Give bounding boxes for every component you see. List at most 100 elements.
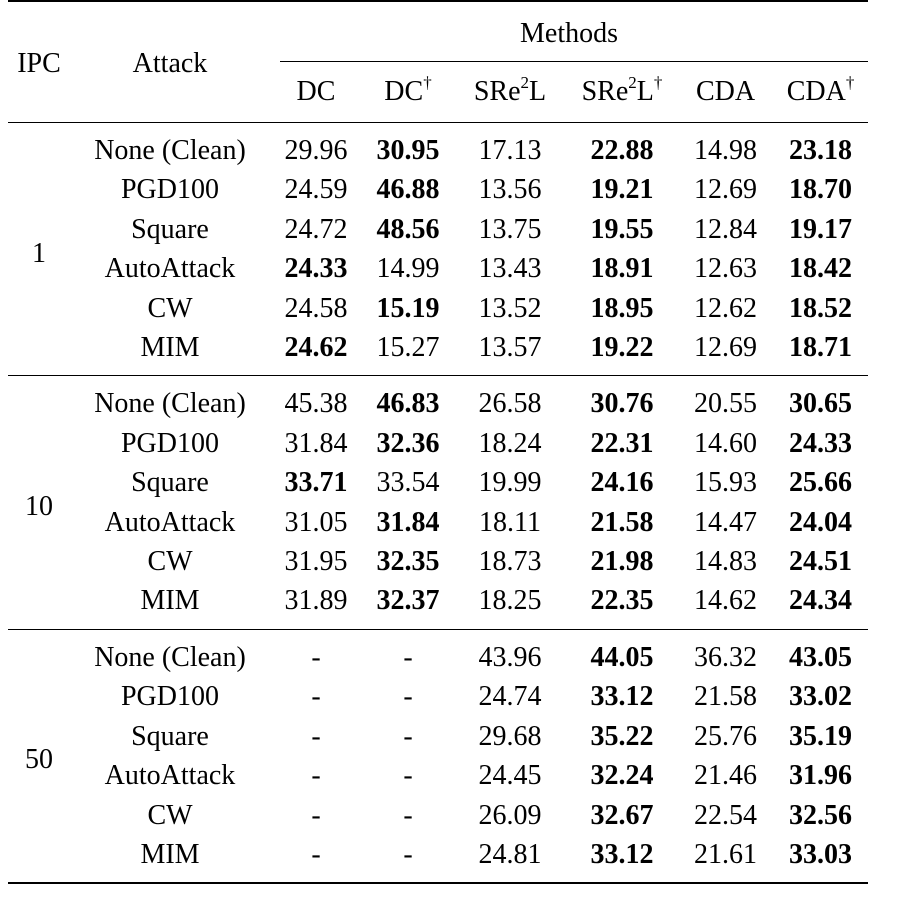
method-header-3: SRe2L†	[566, 62, 678, 123]
value-cell: 18.71	[789, 332, 852, 364]
value-cell: 46.83	[362, 375, 454, 424]
table-row: MIM 24.62 15.27 13.57 19.22 12.69 18.71	[8, 328, 868, 376]
attack-cell: Square	[131, 720, 209, 752]
attack-cell: AutoAttack	[104, 253, 236, 285]
value-cell: 24.62	[284, 332, 348, 364]
method-header-5: CDA†	[773, 62, 868, 123]
value-cell: -	[403, 681, 413, 713]
value-cell: 24.72	[284, 213, 348, 245]
value-cell: 26.58	[454, 375, 566, 424]
value-cell: 31.84	[284, 427, 348, 459]
value-cell: 32.56	[789, 799, 852, 831]
value-cell: 12.62	[694, 292, 757, 324]
value-cell: 45.38	[270, 375, 362, 424]
ipc-header: IPC	[8, 0, 70, 123]
attack-cell: PGD100	[120, 681, 219, 713]
value-cell: 18.25	[478, 585, 542, 617]
method-header-base: DC	[384, 76, 424, 107]
method-header-tail: L	[529, 76, 547, 107]
value-cell: 31.96	[789, 760, 852, 792]
value-cell: 24.33	[284, 253, 348, 285]
value-cell: 18.24	[478, 427, 542, 459]
value-cell: 22.54	[694, 799, 757, 831]
value-cell: 14.98	[678, 122, 773, 171]
attack-cell: AutoAttack	[104, 760, 236, 792]
value-cell: 44.05	[566, 628, 678, 678]
value-cell: 18.11	[479, 506, 541, 538]
ipc-cell: 1	[8, 121, 70, 376]
value-cell: -	[311, 720, 321, 752]
value-cell: 33.03	[773, 834, 868, 885]
value-cell: 24.33	[789, 427, 852, 459]
value-cell: 12.63	[694, 253, 757, 285]
value-cell: 21.98	[590, 546, 654, 578]
value-cell: 21.46	[694, 760, 757, 792]
value-cell: 43.96	[454, 628, 566, 678]
value-cell: 26.09	[478, 799, 542, 831]
value-cell: 18.42	[789, 253, 852, 285]
table-row: AutoAttack - - 24.45 32.24 21.46 31.96	[8, 756, 868, 795]
value-cell: 31.05	[284, 506, 348, 538]
table-row: PGD100 - - 24.74 33.12 21.58 33.02	[8, 677, 868, 716]
value-cell: 14.62	[694, 585, 757, 617]
value-cell: 33.02	[789, 681, 852, 713]
header-row-top: IPC Attack Methods	[8, 0, 868, 123]
value-cell: 20.55	[678, 375, 773, 424]
value-cell: 22.31	[590, 427, 654, 459]
value-cell: 31.95	[284, 546, 348, 578]
table-row: PGD100 31.84 32.36 18.24 22.31 14.60 24.33	[8, 424, 868, 463]
value-cell: 14.47	[694, 506, 757, 538]
value-cell: 24.81	[454, 834, 566, 885]
value-cell: 31.89	[284, 585, 348, 617]
table-row: MIM - -24.81 33.12 21.61 33.03	[8, 834, 868, 885]
method-header-base: SRe	[581, 76, 629, 107]
value-cell: 15.19	[376, 292, 440, 324]
value-cell: 48.56	[376, 213, 440, 245]
value-cell: 14.60	[694, 427, 757, 459]
value-cell: 18.70	[789, 174, 852, 206]
table-row: CW - - 26.09 32.67 22.54 32.56	[8, 796, 868, 835]
value-cell: 29.68	[478, 720, 542, 752]
value-cell: 36.32	[678, 628, 773, 678]
value-cell: -	[403, 720, 413, 752]
value-cell: 17.13	[454, 122, 566, 171]
value-cell: 33.12	[590, 681, 654, 713]
value-cell: 23.18	[773, 122, 868, 171]
attack-cell: AutoAttack	[104, 506, 236, 538]
value-cell: 46.88	[376, 174, 440, 206]
dagger-mark: †	[845, 73, 855, 92]
value-cell: 19.55	[590, 213, 654, 245]
table-row: Square 24.72 48.56 13.75 19.55 12.84 19.17	[8, 210, 868, 249]
table-row: CW 24.58 15.19 13.52 18.95 12.62 18.52	[8, 289, 868, 328]
value-cell: 24.45	[478, 760, 542, 792]
method-header-tail: L	[636, 76, 654, 107]
method-header-4: CDA	[678, 62, 773, 123]
value-cell: 33.71	[284, 467, 348, 499]
value-cell: 35.19	[789, 720, 852, 752]
table-row: MIM 31.89 32.37 18.25 22.35 14.62 24.34	[8, 581, 868, 629]
attack-cell: CW	[147, 799, 193, 831]
attack-cell: MIM	[140, 585, 200, 617]
table-row: AutoAttack 24.33 14.99 13.43 18.91 12.63 18.42	[8, 249, 868, 288]
ipc-cell: 50	[8, 628, 70, 885]
table-row: 10 None (Clean) 45.38 46.83 26.58 30.76 20.55 3…	[8, 375, 868, 630]
attack-cell: MIM	[140, 332, 200, 364]
value-cell: 32.24	[590, 760, 654, 792]
method-header-base: DC	[296, 76, 336, 107]
value-cell: 15.93	[694, 467, 757, 499]
value-cell: 25.66	[789, 467, 852, 499]
value-cell: 18.52	[789, 292, 852, 324]
value-cell: -	[270, 834, 362, 885]
value-cell: 32.36	[376, 427, 440, 459]
value-cell: 29.96	[270, 122, 362, 171]
method-header-1: DC†	[362, 62, 454, 123]
attack-cell: MIM	[70, 834, 270, 885]
value-cell: 24.04	[789, 506, 852, 538]
attack-cell: None (Clean)	[70, 122, 270, 171]
value-cell: 13.57	[478, 332, 542, 364]
results-table: IPC Attack Methods DC DC† SRe2L SRe2L† CDA CD…	[8, 0, 868, 885]
value-cell: 15.27	[376, 332, 440, 364]
table-row: CW 31.95 32.35 18.73 21.98 14.83 24.51	[8, 542, 868, 581]
value-cell: 22.35	[590, 585, 654, 617]
value-cell: 14.83	[694, 546, 757, 578]
